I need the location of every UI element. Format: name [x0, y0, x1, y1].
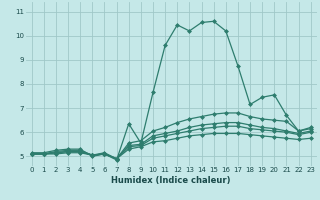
X-axis label: Humidex (Indice chaleur): Humidex (Indice chaleur): [111, 176, 231, 185]
